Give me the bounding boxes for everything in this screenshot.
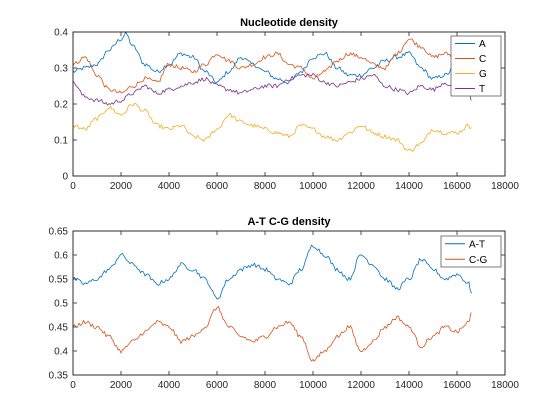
x-tick-label: 8000	[254, 380, 277, 391]
legend: A-T C-G	[440, 235, 502, 268]
x-tick-label: 10000	[299, 380, 327, 391]
x-tick-label: 18000	[491, 181, 519, 192]
legend-label: G	[479, 69, 487, 80]
x-tick-label: 4000	[158, 380, 181, 391]
x-tick-label: 6000	[206, 380, 229, 391]
x-tick-label: 18000	[491, 380, 519, 391]
x-tick-label: 2000	[110, 181, 133, 192]
x-tick-label: 12000	[347, 181, 375, 192]
series-line-c	[72, 38, 472, 94]
x-tick-label: 6000	[206, 181, 229, 192]
x-tick-label: 0	[70, 181, 76, 192]
legend-label: C-G	[469, 255, 488, 266]
y-tick-label: 0.4	[54, 347, 68, 358]
x-tick-label: 16000	[443, 181, 471, 192]
legend-label: A-T	[469, 239, 485, 250]
chart-2: 0 2000 4000 6000 8000 10000 12000 14000 16000 180…	[49, 216, 520, 391]
x-tick-label: 14000	[395, 181, 423, 192]
y-tick-label: 0.55	[49, 275, 69, 286]
legend-label: T	[479, 84, 485, 95]
x-tick-label: 16000	[443, 380, 471, 391]
x-tick-label: 0	[70, 380, 76, 391]
legend-box	[450, 35, 502, 97]
plot-area	[72, 31, 506, 177]
y-tick-label: 0.1	[54, 136, 68, 147]
x-tick-label: 14000	[395, 380, 423, 391]
legend-label: C	[479, 54, 486, 65]
chart-1: 0 2000 4000 6000 8000 10000 12000 14000 16000 180…	[54, 17, 519, 192]
y-tick-label: 0.45	[49, 323, 69, 334]
series-line-g	[72, 103, 472, 152]
y-tick-label: 0	[62, 172, 68, 183]
chart-title: A-T C-G density	[247, 216, 331, 228]
chart-title: Nucleotide density	[240, 17, 339, 29]
y-tick-label: 0.3	[54, 64, 68, 75]
x-tick-label: 10000	[299, 181, 327, 192]
x-tick-label: 2000	[110, 380, 133, 391]
x-tick-label: 4000	[158, 181, 181, 192]
y-tick-label: 0.5	[54, 299, 68, 310]
series-line-c-g	[72, 306, 472, 362]
y-tick-label: 0.2	[54, 100, 68, 111]
x-tick-label: 12000	[347, 380, 375, 391]
legend-label: A	[479, 39, 486, 50]
x-tick-label: 8000	[254, 181, 277, 192]
series-line-t	[72, 73, 472, 106]
legend-box	[440, 235, 502, 268]
y-tick-label: 0.6	[54, 251, 68, 262]
y-tick-label: 0.65	[49, 227, 69, 238]
series-line-a	[72, 31, 472, 85]
plot-area	[72, 230, 506, 376]
series-line-a-t	[72, 244, 472, 300]
y-tick-label: 0.35	[49, 371, 69, 382]
y-tick-label: 0.4	[54, 28, 68, 39]
